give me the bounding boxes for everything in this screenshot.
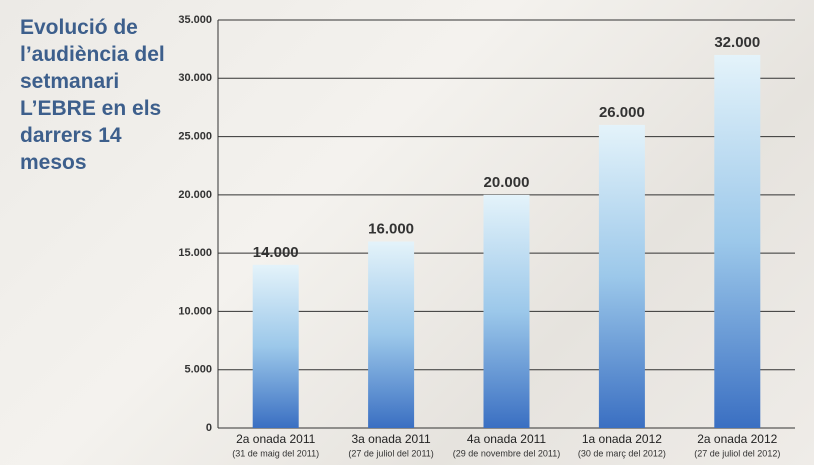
value-label: 26.000	[599, 104, 645, 121]
value-label: 32.000	[714, 34, 760, 51]
x-tick-label: 1a onada 2012	[582, 432, 662, 446]
bar	[598, 124, 645, 429]
bar	[368, 241, 415, 428]
x-tick-label: 4a onada 2011	[467, 432, 547, 446]
x-tick-sublabel: (31 de maig del 2011)	[232, 448, 319, 458]
x-tick-sublabel: (27 de juliol del 2011)	[348, 448, 433, 458]
x-tick-label: 2a onada 2012	[697, 432, 777, 446]
bar	[483, 194, 530, 428]
x-tick-sublabel: (27 de juliol del 2012)	[694, 448, 780, 458]
chart-title: Evolució de l’audiència del setmanari L’…	[20, 16, 165, 174]
y-tick-label: 35.000	[178, 14, 212, 26]
value-label: 16.000	[368, 220, 414, 237]
y-tick-label: 30.000	[178, 72, 212, 84]
value-label: 20.000	[484, 174, 530, 191]
y-tick-label: 15.000	[178, 247, 212, 259]
y-tick-label: 25.000	[178, 130, 212, 142]
y-tick-label: 10.000	[178, 305, 212, 317]
x-tick-sublabel: (30 de març del 2012)	[578, 448, 666, 458]
bar	[714, 54, 761, 428]
x-tick-sublabel: (29 de novembre del 2011)	[453, 448, 560, 458]
x-tick-label: 2a onada 2011	[236, 432, 316, 446]
x-tick-label: 3a onada 2011	[351, 432, 431, 446]
value-label: 14.000	[253, 244, 299, 261]
y-tick-label: 0	[206, 422, 212, 434]
y-tick-label: 20.000	[178, 189, 212, 201]
bar	[252, 264, 299, 428]
y-tick-label: 5.000	[184, 364, 212, 376]
